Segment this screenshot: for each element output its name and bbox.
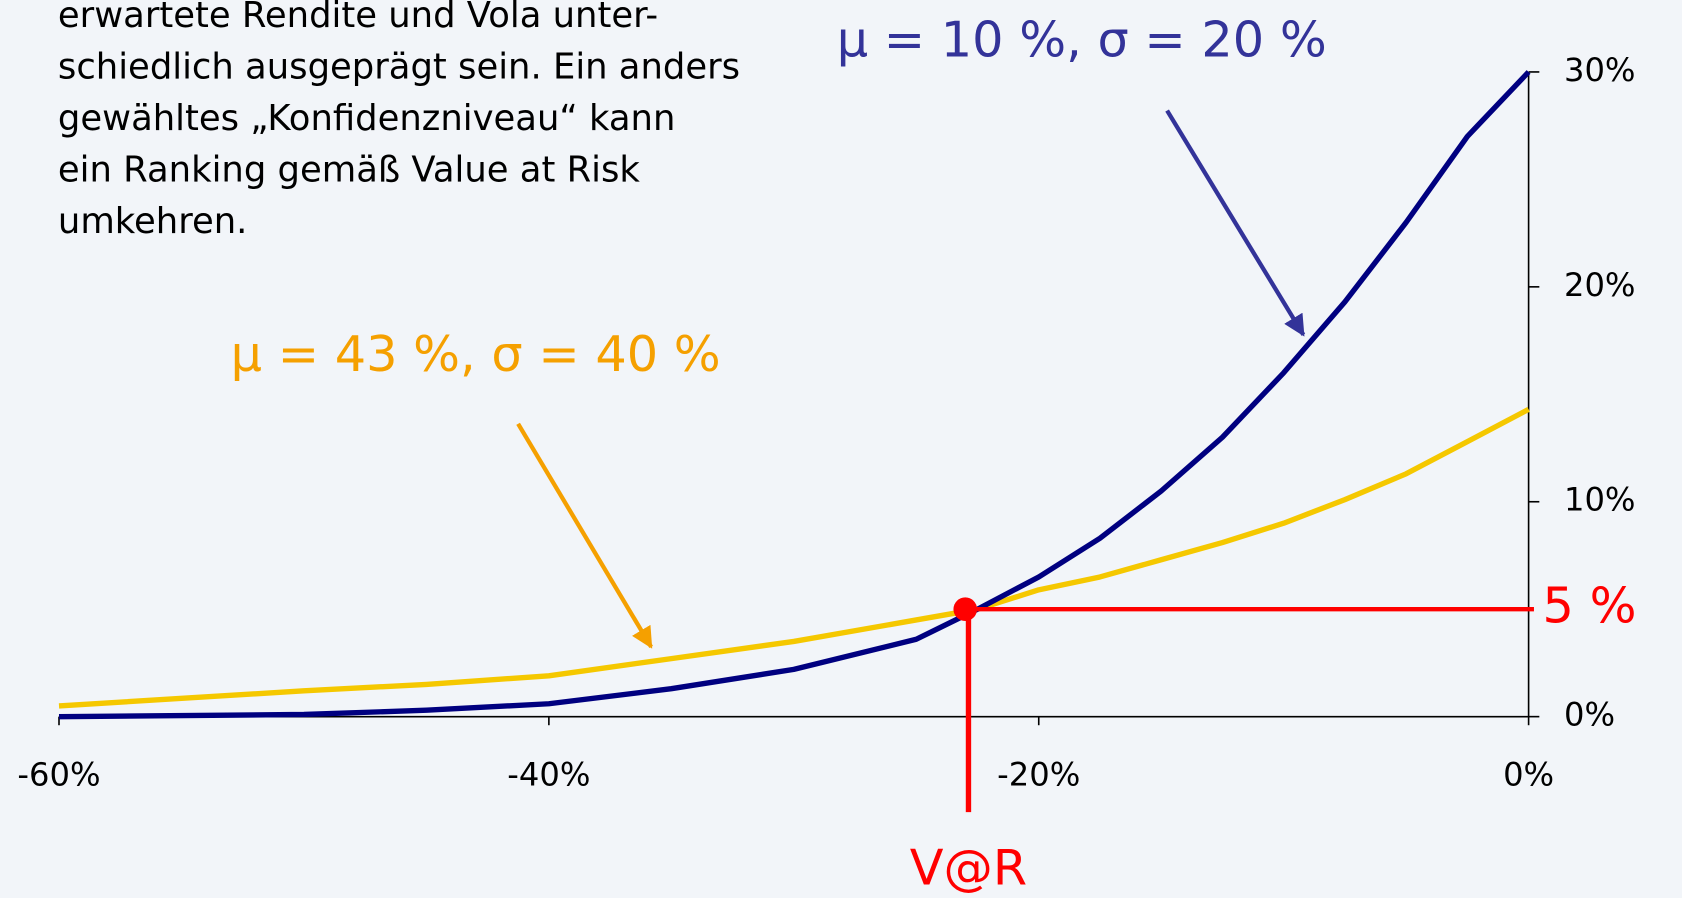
line [58,406,1530,709]
y-tick-label: 0% [1564,696,1615,734]
y-tick-label: 30% [1564,51,1636,89]
x-tick-label: -40% [507,756,590,794]
y-tick-label: 10% [1564,481,1636,519]
var-point [953,597,978,621]
line [58,70,1531,720]
body-text: schiedlich ausgeprägt sein. Ein anders [58,47,740,88]
var-y-label: 5 % [1543,577,1637,635]
body-text: umkehren. [58,201,247,242]
arrow [1165,109,1306,337]
x-tick-label: 0% [1503,756,1554,794]
var-x-label: V@R [910,839,1027,897]
body-text: ein Ranking gemäß Value at Risk [58,150,640,191]
body-text: gewähltes „Konfidenzniveau“ kann [58,98,675,139]
x-tick-label: -20% [997,756,1080,794]
x-tick-label: -60% [17,756,100,794]
series-label: μ = 10 %, σ = 20 % [837,10,1327,68]
y-tick-label: 20% [1564,266,1636,304]
arrow [516,422,653,649]
series-label: μ = 43 %, σ = 40 % [231,325,721,383]
body-text: erwartete Rendite und Vola unter- [58,0,658,36]
